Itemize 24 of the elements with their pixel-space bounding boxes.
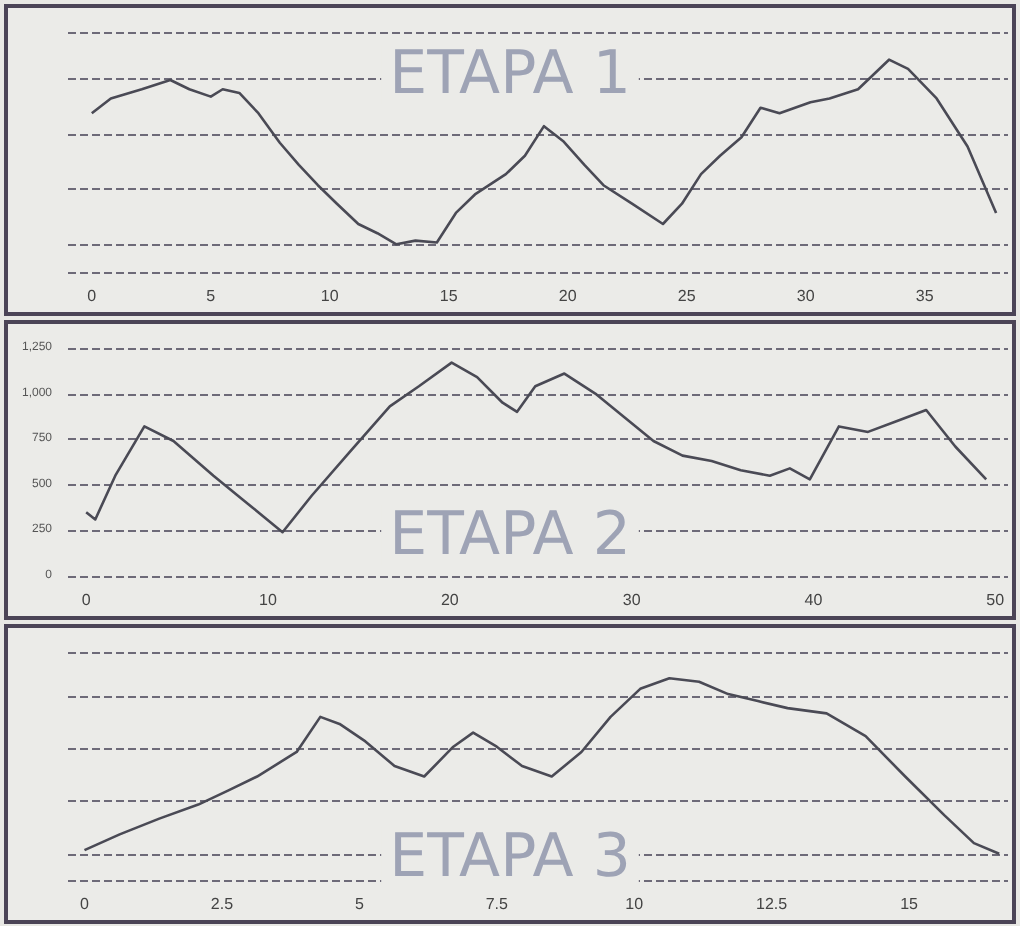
x-tick-label: 0 [80, 895, 91, 913]
x-tick-label: 5 [354, 895, 365, 913]
x-tick-label: 15 [439, 287, 459, 305]
x-tick-label: 0 [87, 287, 98, 305]
text: ETAPA 2 [389, 500, 631, 571]
x-tick-label: 10 [625, 895, 645, 913]
x-tick-label: 20 [558, 287, 578, 305]
x-tick-label: 0 [81, 591, 92, 609]
x-tick-label: 2.5 [210, 895, 235, 913]
x-tick-label: 20 [440, 591, 460, 609]
x-tick-label: 30 [796, 287, 816, 305]
x-tick-label: 10 [259, 591, 278, 609]
x-tick-label: 5 [206, 287, 217, 305]
x-tick-label: 12.5 [756, 895, 789, 913]
x-tick-label: 25 [677, 287, 697, 305]
chart-title: ETAPA 1 [389, 39, 631, 110]
x-tick-label: 35 [915, 287, 935, 305]
x-tick-label: 7.5 [485, 895, 509, 913]
x-tick-label: 30 [622, 591, 642, 609]
text: ETAPA 3 [389, 821, 631, 892]
x-tick-label: 10 [320, 287, 340, 305]
x-tick-label: 40 [804, 591, 824, 609]
x-tick-label: 50 [986, 591, 1006, 609]
x-tick-label: 15 [900, 895, 920, 913]
